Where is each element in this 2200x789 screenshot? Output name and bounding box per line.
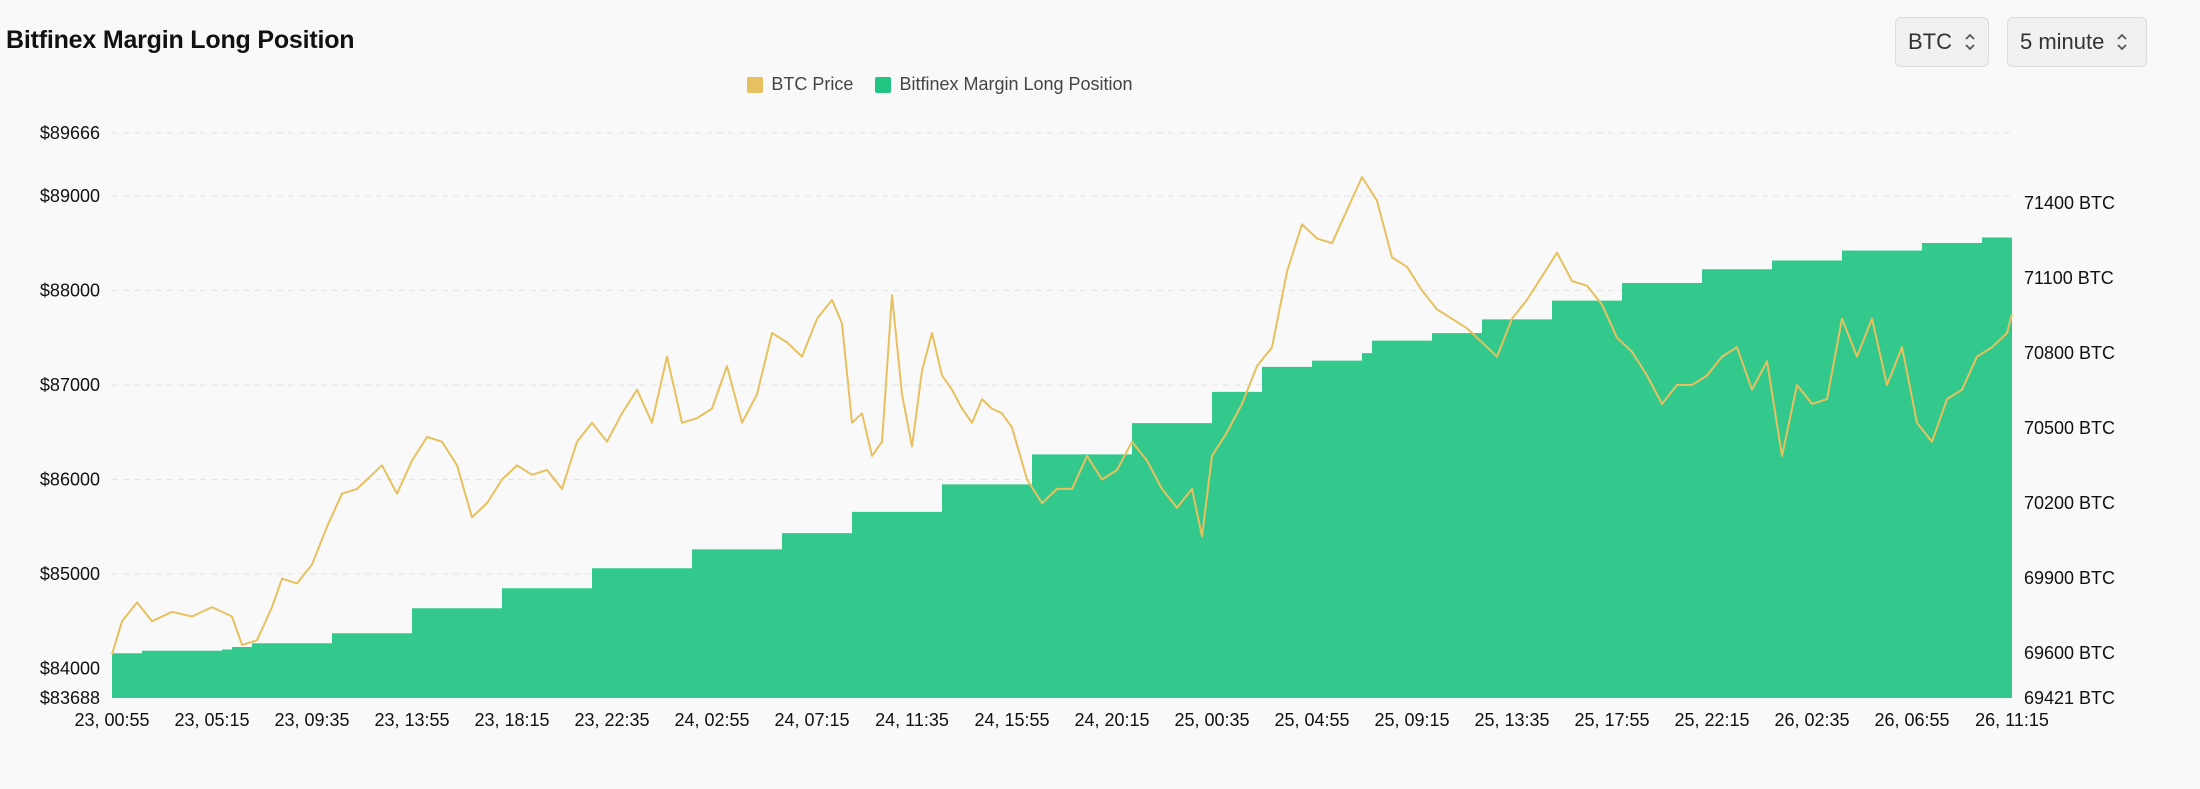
left-axis-tick-label: $87000 bbox=[40, 375, 100, 395]
chart-legend: BTC Price Bitfinex Margin Long Position bbox=[0, 74, 1880, 95]
x-axis-tick-label: 23, 09:35 bbox=[274, 710, 349, 730]
x-axis-tick-label: 25, 13:35 bbox=[1474, 710, 1549, 730]
chevron-updown-icon bbox=[1965, 33, 1975, 51]
x-axis-tick-label: 23, 05:15 bbox=[174, 710, 249, 730]
x-axis-tick-label: 23, 22:35 bbox=[574, 710, 649, 730]
left-axis-tick-label: $83688 bbox=[40, 688, 100, 708]
asset-select[interactable]: BTC bbox=[1895, 17, 1989, 67]
chevron-updown-icon bbox=[2117, 33, 2128, 51]
asset-select-value: BTC bbox=[1908, 29, 1952, 54]
legend-label-btc-price: BTC Price bbox=[771, 74, 854, 94]
left-axis-tick-label: $85000 bbox=[40, 564, 100, 584]
right-axis-tick-label: 69900 BTC bbox=[2024, 568, 2115, 588]
x-axis-tick-label: 24, 02:55 bbox=[674, 710, 749, 730]
interval-select[interactable]: 5 minute bbox=[2007, 17, 2147, 67]
x-axis-tick-label: 26, 11:15 bbox=[1975, 710, 2049, 730]
right-axis-tick-label: 71400 BTC bbox=[2024, 193, 2115, 213]
x-axis-tick-label: 25, 22:15 bbox=[1674, 710, 1749, 730]
x-axis-tick-label: 24, 15:55 bbox=[974, 710, 1049, 730]
x-axis-tick-label: 24, 11:35 bbox=[875, 710, 949, 730]
x-axis-tick-label: 25, 00:35 bbox=[1174, 710, 1249, 730]
margin-long-area bbox=[112, 236, 2012, 698]
legend-label-margin-long: Bitfinex Margin Long Position bbox=[899, 74, 1133, 94]
legend-swatch-btc-price bbox=[747, 76, 764, 93]
legend-item-btc-price[interactable]: BTC Price bbox=[747, 74, 853, 95]
interval-select-value: 5 minute bbox=[2020, 29, 2105, 54]
x-axis-tick-label: 23, 13:55 bbox=[374, 710, 449, 730]
x-axis-tick-label: 25, 04:55 bbox=[1274, 710, 1349, 730]
legend-item-margin-long[interactable]: Bitfinex Margin Long Position bbox=[875, 74, 1133, 95]
x-axis-tick-label: 25, 17:55 bbox=[1574, 710, 1649, 730]
right-axis-tick-label: 70500 BTC bbox=[2024, 418, 2115, 438]
right-axis-tick-label: 70800 BTC bbox=[2024, 343, 2115, 363]
x-axis-tick-label: 25, 09:15 bbox=[1374, 710, 1449, 730]
btc-price-line bbox=[111, 176, 2013, 655]
left-axis-tick-label: $84000 bbox=[40, 659, 100, 679]
x-axis-tick-label: 26, 06:55 bbox=[1874, 710, 1949, 730]
left-axis-tick-label: $89666 bbox=[40, 123, 100, 143]
left-axis-tick-label: $88000 bbox=[40, 280, 100, 300]
legend-swatch-margin-long bbox=[875, 76, 892, 93]
left-axis-tick-label: $89000 bbox=[40, 186, 100, 206]
right-axis-tick-label: 69600 BTC bbox=[2024, 643, 2115, 663]
right-axis-tick-label: 71100 BTC bbox=[2024, 268, 2114, 288]
right-axis-tick-label: 69421 BTC bbox=[2024, 688, 2115, 708]
x-axis-tick-label: 26, 02:35 bbox=[1774, 710, 1849, 730]
page-title: Bitfinex Margin Long Position bbox=[6, 26, 355, 54]
left-axis-tick-label: $86000 bbox=[40, 469, 100, 489]
x-axis-tick-label: 24, 20:15 bbox=[1074, 710, 1149, 730]
x-axis-tick-label: 24, 07:15 bbox=[774, 710, 849, 730]
right-axis-tick-label: 70200 BTC bbox=[2024, 493, 2115, 513]
x-axis-tick-label: 23, 00:55 bbox=[74, 710, 149, 730]
x-axis-tick-label: 23, 18:15 bbox=[474, 710, 549, 730]
